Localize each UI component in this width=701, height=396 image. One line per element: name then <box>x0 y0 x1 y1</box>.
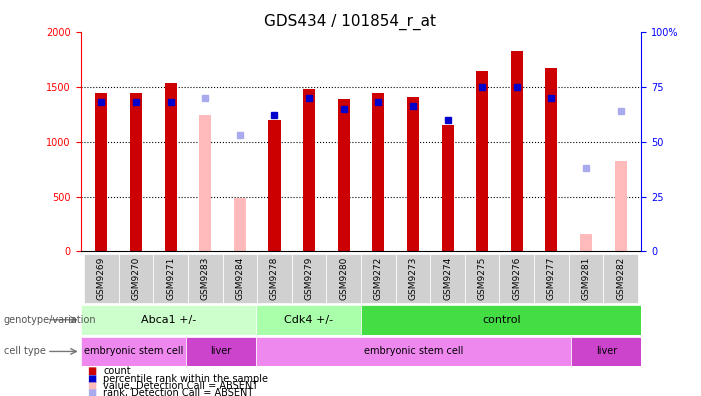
Text: GSM9274: GSM9274 <box>443 257 452 300</box>
Text: GSM9272: GSM9272 <box>374 257 383 300</box>
Bar <box>615 161 627 251</box>
Bar <box>395 253 430 303</box>
Bar <box>534 253 569 303</box>
Text: embryonic stem cell: embryonic stem cell <box>364 346 463 356</box>
Text: control: control <box>482 315 521 325</box>
Text: GSM9275: GSM9275 <box>477 257 486 300</box>
Text: embryonic stem cell: embryonic stem cell <box>83 346 183 356</box>
Bar <box>118 253 154 303</box>
Bar <box>256 337 571 366</box>
Text: count: count <box>103 366 130 377</box>
Bar <box>604 253 638 303</box>
Text: GSM9270: GSM9270 <box>132 257 140 300</box>
Text: ■: ■ <box>88 366 97 377</box>
Text: GSM9271: GSM9271 <box>166 257 175 300</box>
Bar <box>84 253 118 303</box>
Bar <box>430 253 465 303</box>
Bar <box>511 51 523 251</box>
Bar <box>361 305 641 335</box>
Text: Abca1 +/-: Abca1 +/- <box>141 315 196 325</box>
Bar <box>465 253 500 303</box>
Bar <box>327 253 361 303</box>
Text: ■: ■ <box>88 381 97 391</box>
Bar <box>188 253 222 303</box>
Text: GSM9283: GSM9283 <box>200 257 210 300</box>
Bar <box>81 305 256 335</box>
Text: percentile rank within the sample: percentile rank within the sample <box>103 373 268 384</box>
Bar <box>165 83 177 251</box>
Text: GSM9280: GSM9280 <box>339 257 348 300</box>
Bar <box>199 115 211 251</box>
Text: GSM9284: GSM9284 <box>236 257 245 300</box>
Text: GSM9273: GSM9273 <box>409 257 417 300</box>
Text: rank, Detection Call = ABSENT: rank, Detection Call = ABSENT <box>103 388 253 396</box>
Text: genotype/variation: genotype/variation <box>4 315 96 325</box>
Bar <box>130 93 142 251</box>
Bar <box>569 253 604 303</box>
Text: GSM9279: GSM9279 <box>305 257 313 300</box>
Text: Cdk4 +/-: Cdk4 +/- <box>284 315 333 325</box>
Bar <box>476 71 488 251</box>
Text: liver: liver <box>596 346 617 356</box>
Text: ■: ■ <box>88 373 97 384</box>
Bar <box>268 120 280 251</box>
Bar <box>257 253 292 303</box>
Bar <box>580 234 592 251</box>
Text: GSM9282: GSM9282 <box>616 257 625 300</box>
Text: GSM9277: GSM9277 <box>547 257 556 300</box>
Bar <box>372 93 384 251</box>
Bar <box>442 125 454 251</box>
Bar <box>81 337 186 366</box>
Bar <box>571 337 641 366</box>
Bar <box>338 99 350 251</box>
Text: liver: liver <box>210 346 231 356</box>
Bar <box>234 198 246 251</box>
Text: GSM9276: GSM9276 <box>512 257 522 300</box>
Bar <box>303 89 315 251</box>
Text: cell type: cell type <box>4 346 46 356</box>
Text: value, Detection Call = ABSENT: value, Detection Call = ABSENT <box>103 381 258 391</box>
Bar <box>545 68 557 251</box>
Bar <box>186 337 256 366</box>
Bar <box>256 305 361 335</box>
Bar <box>154 253 188 303</box>
Bar <box>292 253 327 303</box>
Bar <box>222 253 257 303</box>
Text: ■: ■ <box>88 388 97 396</box>
Bar <box>407 97 419 251</box>
Text: GSM9278: GSM9278 <box>270 257 279 300</box>
Bar <box>500 253 534 303</box>
Bar <box>95 93 107 251</box>
Text: GDS434 / 101854_r_at: GDS434 / 101854_r_at <box>264 14 437 30</box>
Text: GSM9281: GSM9281 <box>582 257 590 300</box>
Text: GSM9269: GSM9269 <box>97 257 106 300</box>
Bar <box>361 253 395 303</box>
